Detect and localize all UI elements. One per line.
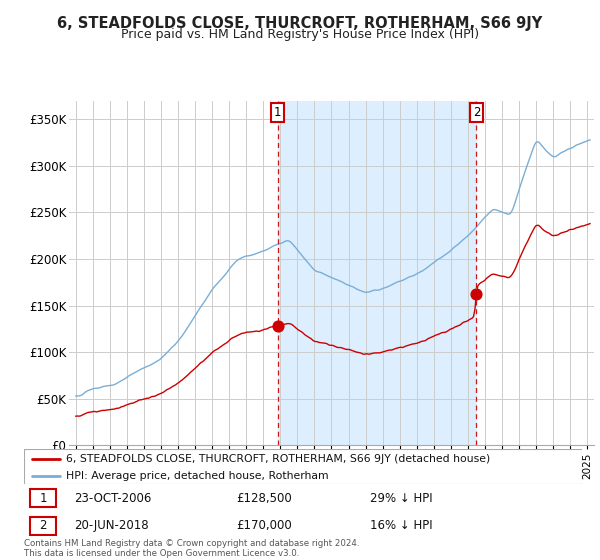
Text: 1: 1 bbox=[274, 106, 281, 119]
Text: 2: 2 bbox=[473, 106, 480, 119]
Text: 29% ↓ HPI: 29% ↓ HPI bbox=[370, 492, 433, 505]
Point bbox=[273, 321, 283, 330]
Text: 23-OCT-2006: 23-OCT-2006 bbox=[74, 492, 152, 505]
FancyBboxPatch shape bbox=[29, 517, 56, 534]
Text: 16% ↓ HPI: 16% ↓ HPI bbox=[370, 519, 433, 532]
Text: £128,500: £128,500 bbox=[236, 492, 292, 505]
Bar bbox=[278, 101, 476, 445]
Text: Contains HM Land Registry data © Crown copyright and database right 2024.
This d: Contains HM Land Registry data © Crown c… bbox=[24, 539, 359, 558]
FancyBboxPatch shape bbox=[29, 489, 56, 507]
Text: 2: 2 bbox=[39, 519, 47, 532]
Text: £170,000: £170,000 bbox=[236, 519, 292, 532]
Text: Price paid vs. HM Land Registry's House Price Index (HPI): Price paid vs. HM Land Registry's House … bbox=[121, 28, 479, 41]
Point bbox=[472, 290, 481, 298]
Text: 20-JUN-2018: 20-JUN-2018 bbox=[74, 519, 149, 532]
Text: 6, STEADFOLDS CLOSE, THURCROFT, ROTHERHAM, S66 9JY: 6, STEADFOLDS CLOSE, THURCROFT, ROTHERHA… bbox=[58, 16, 542, 31]
Text: 1: 1 bbox=[39, 492, 47, 505]
Text: HPI: Average price, detached house, Rotherham: HPI: Average price, detached house, Roth… bbox=[66, 470, 328, 480]
FancyBboxPatch shape bbox=[24, 449, 582, 484]
Text: 6, STEADFOLDS CLOSE, THURCROFT, ROTHERHAM, S66 9JY (detached house): 6, STEADFOLDS CLOSE, THURCROFT, ROTHERHA… bbox=[66, 454, 490, 464]
